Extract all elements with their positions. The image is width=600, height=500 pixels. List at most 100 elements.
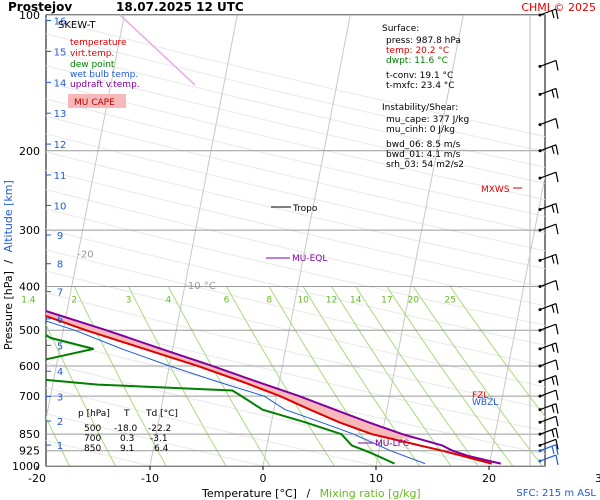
wind-barb-shaft bbox=[539, 323, 557, 331]
wind-barb-dot bbox=[538, 123, 542, 127]
wind-barb bbox=[538, 303, 559, 314]
isotherm bbox=[149, 15, 238, 466]
instability-mu-cinh: mu_cinh: 0 J/kg bbox=[386, 125, 455, 135]
mixing-ratio-label: 8 bbox=[266, 296, 272, 306]
wind-barb-shaft bbox=[539, 444, 557, 452]
annotation-wbzl: WBZL bbox=[472, 398, 498, 408]
altitude-tick: 8 bbox=[57, 260, 63, 271]
wind-barb-flag bbox=[551, 204, 555, 213]
surface-title: Surface: bbox=[382, 24, 419, 34]
surface-press: press: 987.8 hPa bbox=[386, 36, 461, 46]
wind-barb-shaft bbox=[539, 171, 557, 179]
wind-barb-dot bbox=[538, 13, 542, 17]
temp-tick: -10 bbox=[141, 472, 159, 485]
isotherm-label: -10 °C bbox=[184, 281, 216, 292]
wind-barb-flag bbox=[555, 88, 559, 99]
table-row-td: 6.4 bbox=[154, 444, 169, 454]
wind-barb-dot bbox=[538, 443, 542, 447]
mixing-ratio-line bbox=[449, 286, 545, 418]
xlabel-separator: / bbox=[306, 487, 310, 500]
table-header-td: Td [°C] bbox=[145, 409, 178, 419]
annotation-mu-lfc: MU-LFC bbox=[375, 439, 409, 449]
wind-barb bbox=[538, 279, 559, 291]
table-row-td: -3.1 bbox=[150, 434, 168, 444]
legend-virt-temp: virt.temp. bbox=[70, 49, 114, 59]
table-row-p: 700 bbox=[84, 434, 101, 444]
mixing-ratio-label: 1.4 bbox=[21, 296, 36, 306]
series-dew-point bbox=[46, 333, 395, 465]
instability-srh-03: srh_03: 54 m2/s2 bbox=[386, 160, 464, 170]
wind-barb-dot bbox=[538, 449, 542, 453]
wind-barb bbox=[538, 323, 559, 335]
pressure-tick: 700 bbox=[19, 390, 40, 403]
wind-barb-dot bbox=[538, 149, 542, 153]
wind-barb bbox=[538, 144, 559, 155]
wind-barb-dot bbox=[538, 432, 542, 436]
mixing-ratio-label: 12 bbox=[326, 296, 337, 306]
dry-adiabat bbox=[46, 188, 545, 307]
mixing-ratio-label: 3 bbox=[126, 296, 132, 306]
wind-barb-dot bbox=[538, 420, 542, 424]
header-station: Prostejov bbox=[8, 0, 72, 14]
surface-temp: temp: 20.2 °C bbox=[386, 46, 449, 56]
surface-tconv: t-conv: 19.1 °C bbox=[386, 71, 453, 81]
wind-barb-flag bbox=[555, 280, 559, 291]
instability-bwd-06: bwd_06: 8.5 m/s bbox=[386, 140, 461, 150]
wind-barb-dot bbox=[538, 408, 542, 412]
instability-title: Instability/Shear: bbox=[382, 103, 458, 113]
mixing-ratio-line bbox=[412, 286, 543, 466]
altitude-tick: 15 bbox=[54, 47, 67, 58]
mixing-ratio-line bbox=[46, 416, 70, 466]
wind-barb-flag bbox=[555, 403, 559, 414]
mixing-ratio-label: 6 bbox=[224, 296, 230, 306]
wind-barb-dot bbox=[538, 380, 542, 384]
wind-barb-shaft bbox=[539, 8, 557, 16]
wind-barb-flag bbox=[551, 89, 555, 98]
instability-info: Instability/Shear: mu_cape: 377 J/kg mu_… bbox=[382, 103, 469, 170]
wind-barb bbox=[538, 403, 559, 414]
wind-barb-flag bbox=[555, 390, 559, 401]
xlabel-mixing-text: Mixing ratio [g/kg] bbox=[320, 487, 421, 500]
wind-barb-shaft bbox=[539, 59, 557, 67]
wind-barb-flag bbox=[555, 454, 559, 466]
temp-tick: 30 bbox=[595, 472, 600, 485]
altitude-tick: 1 bbox=[57, 441, 63, 452]
wind-barb-flag bbox=[551, 146, 555, 154]
wind-barb-dot bbox=[538, 64, 542, 68]
table-row-t: 0.3 bbox=[120, 434, 134, 444]
wind-barb-dot bbox=[538, 176, 542, 180]
wind-barb-shaft bbox=[539, 303, 557, 311]
wind-barb-shaft bbox=[539, 223, 557, 231]
wind-barb bbox=[538, 375, 559, 386]
table-row-p: 850 bbox=[84, 444, 101, 454]
wind-barb-flag bbox=[555, 342, 559, 354]
wind-barb-shaft bbox=[539, 87, 557, 95]
wind-barb-flag bbox=[555, 203, 559, 214]
wind-barb-flag bbox=[555, 428, 559, 439]
wind-barb-shaft bbox=[539, 389, 557, 397]
temp-tick: 0 bbox=[260, 472, 267, 485]
table-row-td: -22.2 bbox=[148, 424, 171, 434]
plot-overlay: -80 °C-70-60-50-40-30-20-10 °C0.20.40.61… bbox=[21, 14, 456, 306]
temp-tick: 10 bbox=[369, 472, 383, 485]
wind-barb bbox=[538, 8, 559, 20]
wind-barb bbox=[538, 342, 559, 354]
altitude-tick: 3 bbox=[57, 392, 63, 403]
wind-barb-dot bbox=[538, 394, 542, 398]
wind-barb-flag bbox=[551, 304, 555, 313]
mixing-ratio-label: 2 bbox=[71, 296, 77, 306]
dry-adiabat bbox=[46, 151, 545, 270]
wind-barb-dot bbox=[538, 285, 542, 289]
wind-barb-flag bbox=[555, 324, 559, 335]
dry-adiabat bbox=[46, 270, 545, 388]
mixing-ratio-label: 10 bbox=[297, 296, 309, 306]
pressure-tick: 925 bbox=[19, 445, 40, 458]
dry-adiabat bbox=[46, 249, 545, 367]
wind-barb-dot bbox=[538, 92, 542, 96]
wind-barb-shaft bbox=[539, 279, 557, 288]
plot-area bbox=[46, 15, 545, 466]
ylabel-separator: / bbox=[2, 260, 15, 264]
annotation-mxws: MXWS bbox=[481, 185, 510, 195]
mixing-ratio-line bbox=[46, 323, 116, 466]
